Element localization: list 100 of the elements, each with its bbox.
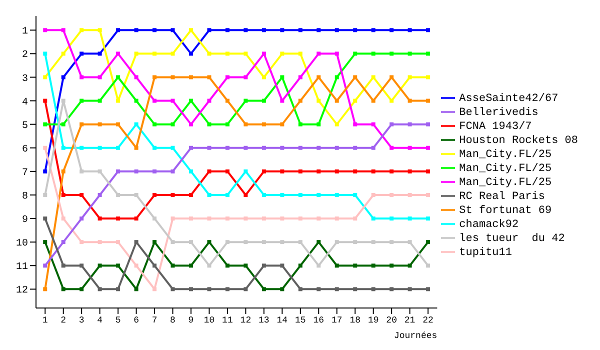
point [98, 169, 102, 174]
point [371, 122, 376, 126]
point [244, 146, 248, 150]
point [316, 146, 321, 150]
legend-label: Man_City.FL/25 [459, 176, 552, 189]
point [316, 240, 321, 244]
point [334, 98, 339, 103]
point [334, 122, 339, 126]
point [80, 98, 84, 103]
point [152, 28, 157, 32]
point [371, 192, 376, 197]
legend-label: tupitu11 [459, 246, 512, 259]
point [134, 122, 138, 126]
legend-label: les tueur du 42 [459, 232, 565, 245]
point [98, 192, 102, 197]
point [43, 192, 48, 197]
point [134, 52, 138, 56]
point [353, 146, 358, 150]
point [225, 264, 230, 268]
point [225, 122, 230, 126]
point [207, 122, 212, 126]
point [98, 122, 102, 126]
point [426, 75, 430, 80]
x-tick-label: 22 [422, 315, 434, 326]
point [43, 146, 48, 150]
point [408, 287, 412, 292]
point [353, 240, 358, 244]
point [298, 28, 302, 32]
point [134, 264, 138, 268]
y-tick-label: 9 [22, 215, 28, 226]
point [408, 264, 412, 268]
point [134, 28, 138, 32]
point [280, 98, 284, 103]
point [225, 287, 230, 292]
point [43, 264, 48, 268]
point [298, 98, 302, 103]
point [244, 122, 248, 126]
point [189, 169, 193, 174]
point [262, 75, 266, 80]
point [371, 240, 376, 244]
point [262, 122, 266, 126]
point [43, 75, 48, 80]
legend-label: chamack92 [459, 218, 519, 231]
point [334, 287, 339, 292]
point [426, 192, 430, 197]
point [189, 52, 193, 56]
point [408, 146, 412, 150]
point [80, 122, 84, 126]
point [371, 52, 376, 56]
point [207, 192, 212, 197]
x-tick-label: 10 [204, 315, 215, 326]
point [170, 98, 175, 103]
point [207, 264, 212, 268]
point [225, 240, 230, 244]
point [98, 52, 102, 56]
point [390, 264, 394, 268]
point [390, 28, 394, 32]
point [134, 146, 138, 150]
point [43, 169, 48, 174]
point [207, 28, 212, 32]
point [207, 52, 212, 56]
point [316, 98, 321, 103]
point [408, 216, 412, 221]
point [61, 146, 66, 150]
point [189, 264, 193, 268]
x-tick-label: 11 [222, 315, 233, 326]
point [426, 122, 430, 126]
point [262, 28, 266, 32]
point [116, 192, 120, 197]
point [408, 28, 412, 32]
point [353, 264, 358, 268]
point [244, 52, 248, 56]
point [225, 192, 230, 197]
point [262, 264, 266, 268]
point [134, 240, 138, 244]
point [189, 192, 193, 197]
point [353, 216, 358, 221]
point [316, 122, 321, 126]
point [225, 28, 230, 32]
x-tick-label: 20 [386, 315, 397, 326]
point [116, 52, 120, 56]
point [390, 98, 394, 103]
point [390, 216, 394, 221]
x-tick-label: 2 [60, 315, 66, 326]
point [334, 52, 339, 56]
point [189, 28, 193, 32]
point [61, 287, 66, 292]
point [316, 75, 321, 80]
point [334, 169, 339, 174]
point [207, 240, 212, 244]
point [390, 52, 394, 56]
point [262, 287, 266, 292]
point [426, 240, 430, 244]
legend-label: FCNA 1943/7 [459, 120, 532, 133]
point [390, 192, 394, 197]
point [298, 52, 302, 56]
point [43, 122, 48, 126]
point [170, 28, 175, 32]
point [189, 75, 193, 80]
point [390, 75, 394, 80]
